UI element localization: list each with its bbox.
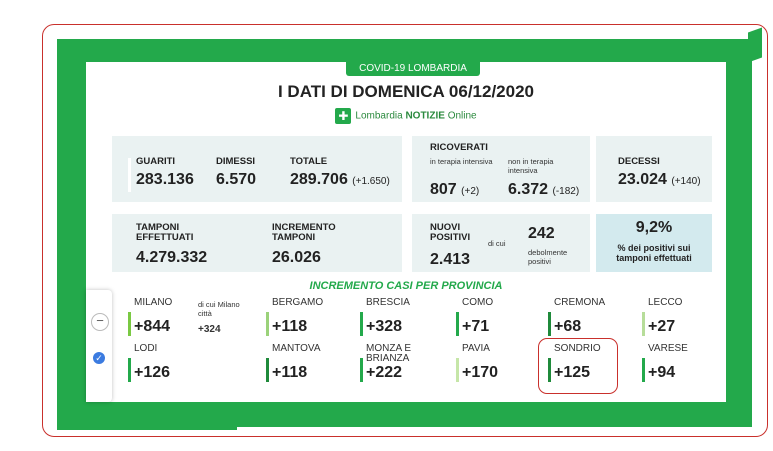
summary-divider <box>128 158 131 192</box>
tamponi-value: 4.279.332 <box>136 249 208 266</box>
recovered-box <box>112 136 402 202</box>
deaths-box <box>596 136 712 202</box>
province-bar <box>266 312 269 336</box>
province-label: LODI <box>134 343 158 354</box>
province-value: +118 <box>272 364 308 381</box>
sondrio-highlight <box>538 338 618 394</box>
totale-number: 289.706 <box>290 171 348 188</box>
incremento-value: 26.026 <box>272 249 321 266</box>
guariti-value: 283.136 <box>136 171 194 188</box>
dimessi-label: DIMESSI <box>216 156 256 167</box>
intensive-value: 807 (+2) <box>430 181 479 199</box>
totale-value: 289.706 (+1.650) <box>290 171 390 189</box>
hospitalized-box <box>412 136 590 202</box>
deboli-value: 242 <box>528 225 555 242</box>
intensive-delta: (+2) <box>461 186 480 197</box>
province-label: MILANO <box>134 297 173 308</box>
intensive-number: 807 <box>430 181 457 198</box>
percent-label: % dei positivi sui tamponi effettuati <box>616 243 692 263</box>
tamponi-label: TAMPONI EFFETTUATI <box>136 222 194 243</box>
non-intensive-label: non in terapia intensiva <box>508 157 554 175</box>
page-title: I DATI DI DOMENICA 06/12/2020 <box>277 82 535 101</box>
milano-note: di cui Milano città <box>198 300 240 318</box>
province-bar <box>456 358 459 382</box>
provinces-title: INCREMENTO CASI PER PROVINCIA <box>309 280 503 292</box>
header-tag: COVID-19 LOMBARDIA <box>346 62 480 76</box>
province-bar <box>642 312 645 336</box>
province-bar <box>456 312 459 336</box>
new-positives-box <box>412 214 590 272</box>
brand-logo: ✚ Lombardia NOTIZIE Online <box>86 108 726 124</box>
brand-prefix: Lombardia <box>355 110 403 122</box>
province-label: LECCO <box>648 297 683 308</box>
non-intensive-value: 6.372 (-182) <box>508 181 579 199</box>
province-bar <box>548 358 551 382</box>
tests-box <box>112 214 402 272</box>
nuovi-value: 2.413 <box>430 251 471 268</box>
minus-icon[interactable]: − <box>91 313 109 331</box>
province-bar <box>266 358 269 382</box>
province-label: MANTOVA <box>272 343 321 354</box>
province-value: +222 <box>366 364 403 381</box>
province-label: VARESE <box>648 343 688 354</box>
ricoverati-label: RICOVERATI <box>430 142 488 153</box>
province-label: BRESCIA <box>366 297 410 308</box>
province-label: BERGAMO <box>272 297 324 308</box>
province-value: +126 <box>134 364 171 381</box>
province-value: +170 <box>462 364 499 381</box>
incremento-label: INCREMENTO TAMPONI <box>272 222 336 243</box>
non-intensive-number: 6.372 <box>508 181 549 198</box>
province-bar <box>128 312 131 336</box>
highlight-border <box>42 24 768 437</box>
floating-toolbar: − ✓ <box>86 290 112 402</box>
decessi-label: DECESSI <box>618 156 660 167</box>
milano-note-value: +324 <box>198 324 221 335</box>
guariti-label: GUARITI <box>136 156 176 167</box>
dicui-label: di cui <box>488 239 506 248</box>
province-value: +71 <box>462 318 490 335</box>
totale-delta: (+1.650) <box>352 176 390 187</box>
province-label: SONDRIO <box>554 343 601 354</box>
deboli-label: debolmente positivi <box>528 248 568 266</box>
cross-logo-icon: ✚ <box>335 108 352 124</box>
province-value: +328 <box>366 318 403 335</box>
province-label: PAVIA <box>462 343 490 354</box>
province-value: +27 <box>648 318 676 335</box>
intensive-label: in terapia intensiva <box>430 157 493 166</box>
dimessi-value: 6.570 <box>216 171 257 188</box>
province-bar <box>360 312 363 336</box>
province-value: +68 <box>554 318 582 335</box>
province-bar <box>128 358 131 382</box>
percent-value: 9,2% <box>635 219 673 236</box>
decessi-delta: (+140) <box>671 176 701 187</box>
province-value: +118 <box>272 318 308 335</box>
percent-box <box>596 214 712 272</box>
province-value: +125 <box>554 364 591 381</box>
verified-badge-icon[interactable]: ✓ <box>93 352 105 364</box>
province-label: CREMONA <box>554 297 606 308</box>
decessi-value: 23.024 (+140) <box>618 171 701 189</box>
nuovi-label: NUOVI POSITIVI <box>430 222 471 243</box>
brand-suffix: Online <box>447 110 477 122</box>
totale-label: TOTALE <box>290 156 328 167</box>
province-bar <box>360 358 363 382</box>
decessi-number: 23.024 <box>618 171 667 188</box>
province-bar <box>642 358 645 382</box>
non-intensive-delta: (-182) <box>552 186 580 197</box>
frame-strip <box>57 420 237 430</box>
province-bar <box>548 312 551 336</box>
brand-main: NOTIZIE <box>405 110 445 122</box>
province-label: COMO <box>462 297 494 308</box>
province-value: +94 <box>648 364 676 381</box>
province-value: +844 <box>134 318 171 335</box>
province-label: MONZA E BRIANZA <box>366 343 412 364</box>
